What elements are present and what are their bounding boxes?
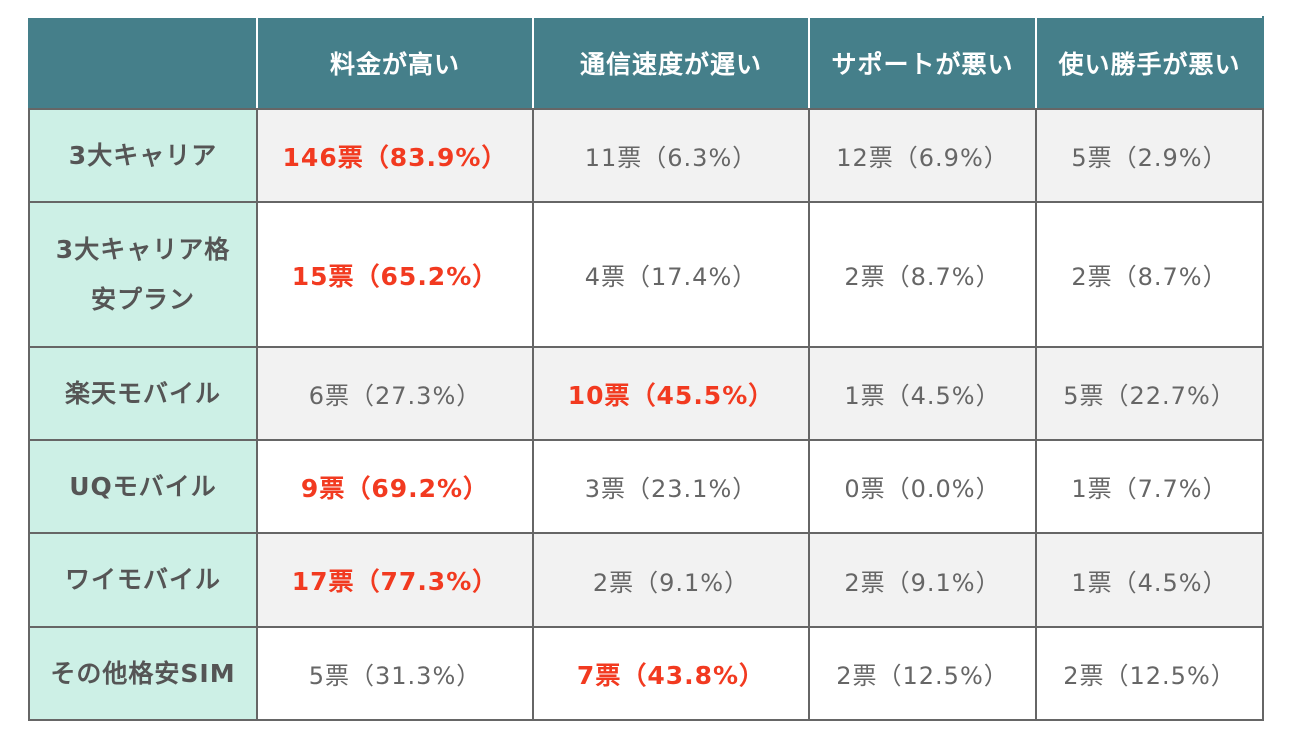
table-header: 料金が高い 通信速度が遅い サポートが悪い 使い勝手が悪い (28, 16, 1264, 110)
table-cell: 17票（77.3%） (256, 532, 534, 628)
row-label: 楽天モバイル (28, 346, 258, 441)
header-row: 料金が高い 通信速度が遅い サポートが悪い 使い勝手が悪い (28, 16, 1264, 110)
table-cell: 2票（9.1%） (808, 532, 1037, 628)
row-label: 3大キャリア (28, 108, 258, 203)
survey-table-container: 料金が高い 通信速度が遅い サポートが悪い 使い勝手が悪い 3大キャリア 146… (28, 16, 1264, 721)
table-cell: 2票（12.5%） (1035, 626, 1264, 721)
table-cell: 6票（27.3%） (256, 346, 534, 441)
table-body: 3大キャリア 146票（83.9%） 11票（6.3%） 12票（6.9%） 5… (28, 108, 1264, 721)
table-row: 楽天モバイル 6票（27.3%） 10票（45.5%） 1票（4.5%） 5票（… (28, 346, 1264, 441)
header-poor-support: サポートが悪い (808, 16, 1037, 110)
row-label: ワイモバイル (28, 532, 258, 628)
row-label: その他格安SIM (28, 626, 258, 721)
row-label: UQモバイル (28, 439, 258, 534)
header-slow-speed: 通信速度が遅い (532, 16, 810, 110)
table-cell: 12票（6.9%） (808, 108, 1037, 203)
table-cell: 1票（7.7%） (1035, 439, 1264, 534)
table-cell: 2票（8.7%） (808, 201, 1037, 348)
header-high-price: 料金が高い (256, 16, 534, 110)
table-cell: 2票（12.5%） (808, 626, 1037, 721)
table-cell: 2票（9.1%） (532, 532, 810, 628)
table-cell: 10票（45.5%） (532, 346, 810, 441)
row-label: 3大キャリア格安プラン (28, 201, 258, 348)
table-cell: 4票（17.4%） (532, 201, 810, 348)
header-poor-usability: 使い勝手が悪い (1035, 16, 1264, 110)
table-row: UQモバイル 9票（69.2%） 3票（23.1%） 0票（0.0%） 1票（7… (28, 439, 1264, 534)
table-cell: 9票（69.2%） (256, 439, 534, 534)
table-cell: 11票（6.3%） (532, 108, 810, 203)
table-cell: 0票（0.0%） (808, 439, 1037, 534)
table-cell: 5票（2.9%） (1035, 108, 1264, 203)
table-row: その他格安SIM 5票（31.3%） 7票（43.8%） 2票（12.5%） 2… (28, 626, 1264, 721)
carrier-complaint-table: 料金が高い 通信速度が遅い サポートが悪い 使い勝手が悪い 3大キャリア 146… (28, 16, 1264, 721)
table-cell: 15票（65.2%） (256, 201, 534, 348)
header-corner-cell (28, 16, 258, 110)
table-cell: 3票（23.1%） (532, 439, 810, 534)
table-cell: 1票（4.5%） (808, 346, 1037, 441)
table-row: 3大キャリア 146票（83.9%） 11票（6.3%） 12票（6.9%） 5… (28, 108, 1264, 203)
table-cell: 146票（83.9%） (256, 108, 534, 203)
table-cell: 1票（4.5%） (1035, 532, 1264, 628)
table-row: ワイモバイル 17票（77.3%） 2票（9.1%） 2票（9.1%） 1票（4… (28, 532, 1264, 628)
table-cell: 5票（22.7%） (1035, 346, 1264, 441)
table-cell: 5票（31.3%） (256, 626, 534, 721)
table-cell: 2票（8.7%） (1035, 201, 1264, 348)
table-row: 3大キャリア格安プラン 15票（65.2%） 4票（17.4%） 2票（8.7%… (28, 201, 1264, 348)
table-cell: 7票（43.8%） (532, 626, 810, 721)
